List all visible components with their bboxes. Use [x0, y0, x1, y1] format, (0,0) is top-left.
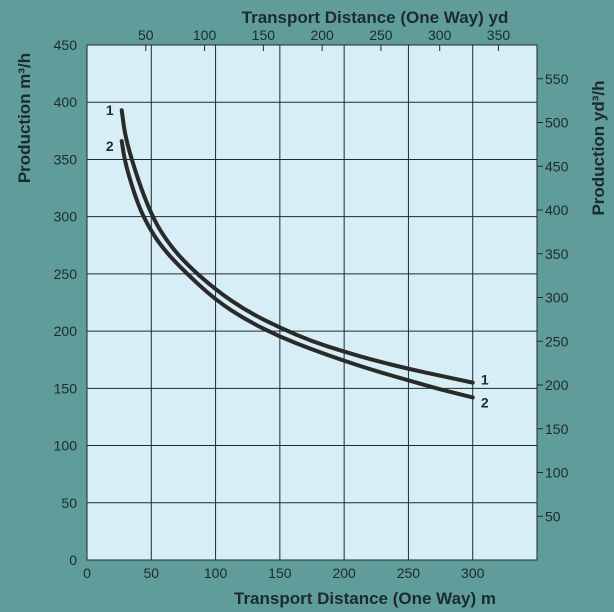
y2-tick-label: 500	[545, 115, 569, 131]
y-tick-label: 0	[69, 552, 77, 568]
y-tick-label: 450	[54, 37, 78, 53]
x-tick-label: 200	[332, 565, 356, 581]
y-tick-label: 200	[54, 323, 78, 339]
y2-tick-label: 200	[545, 377, 569, 393]
y-tick-label: 50	[61, 495, 77, 511]
x2-tick-label: 100	[193, 27, 217, 43]
x2-tick-label: 200	[310, 27, 334, 43]
x-tick-label: 50	[143, 565, 159, 581]
x-tick-label: 300	[461, 565, 485, 581]
x-tick-label: 250	[397, 565, 421, 581]
y2-tick-label: 450	[545, 158, 569, 174]
plot-area	[86, 44, 538, 561]
y2-tick-label: 150	[545, 421, 569, 437]
x2-tick-label: 150	[252, 27, 276, 43]
x2-tick-label: 50	[138, 27, 154, 43]
y-tick-label: 400	[54, 94, 78, 110]
x-tick-label: 0	[83, 565, 91, 581]
y-axis-title: Production m³/h	[15, 53, 34, 183]
x-axis-title: Transport Distance (One Way) m	[234, 589, 496, 608]
x2-tick-label: 350	[487, 27, 511, 43]
x-tick-label: 100	[204, 565, 228, 581]
y2-tick-label: 300	[545, 290, 569, 306]
curves: 1 1 2 2	[106, 102, 489, 410]
y-tick-label: 300	[54, 209, 78, 225]
y-tick-label: 250	[54, 266, 78, 282]
y-tick-label: 150	[54, 380, 78, 396]
x2-tick-label: 300	[428, 27, 452, 43]
series-2-label-end: 2	[481, 394, 489, 410]
x2-tick-label: 250	[369, 27, 393, 43]
series-2-line	[119, 139, 475, 400]
series-2-label-start: 2	[106, 138, 114, 154]
y-tick-label: 350	[54, 151, 78, 167]
y2-tick-label: 550	[545, 71, 569, 87]
y-tick-label: 100	[54, 438, 78, 454]
x2-axis-title: Transport Distance (One Way) yd	[242, 8, 509, 27]
tick-labels: 0 50 100 150 200 250 3000501001502002503003504…	[54, 27, 569, 581]
y2-tick-label: 400	[545, 202, 569, 218]
y2-tick-label: 250	[545, 333, 569, 349]
series-1-line	[119, 108, 475, 385]
y2-tick-label: 50	[545, 508, 561, 524]
x-tick-label: 150	[268, 565, 292, 581]
y2-tick-label: 100	[545, 465, 569, 481]
y2-tick-label: 350	[545, 246, 569, 262]
grid	[87, 45, 537, 560]
series-1-label-start: 1	[106, 102, 114, 118]
y2-axis-title: Production yd³/h	[589, 80, 608, 215]
series-1-label-end: 1	[481, 372, 489, 388]
